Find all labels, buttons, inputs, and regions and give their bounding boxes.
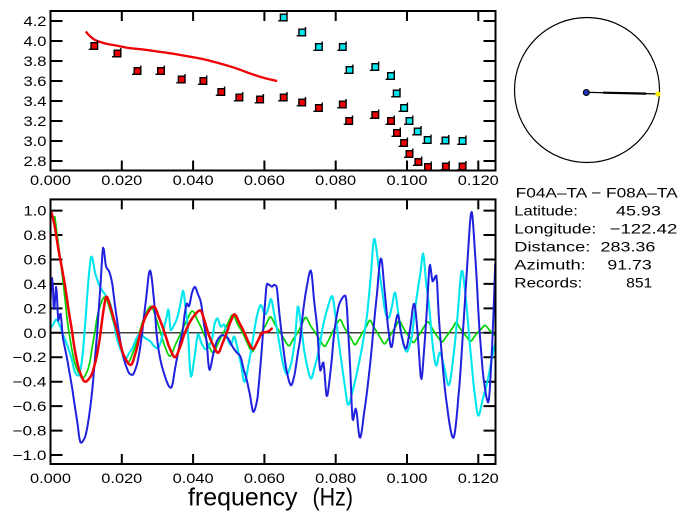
svg-text:Longitude:: Longitude:	[514, 221, 596, 237]
svg-text:0.040: 0.040	[173, 470, 214, 486]
svg-text:283.36: 283.36	[601, 239, 656, 255]
svg-text:0.120: 0.120	[458, 470, 499, 486]
svg-text:0.000: 0.000	[30, 470, 71, 486]
svg-text:2.8: 2.8	[24, 153, 47, 169]
svg-text:0.100: 0.100	[387, 470, 428, 486]
svg-text:Distance:: Distance:	[514, 239, 590, 255]
svg-text:−0.2: −0.2	[13, 349, 47, 365]
svg-text:0.000: 0.000	[30, 172, 71, 188]
svg-text:4.2: 4.2	[24, 13, 47, 29]
svg-text:0.8: 0.8	[24, 227, 47, 243]
svg-text:0.060: 0.060	[244, 172, 285, 188]
svg-text:Azimuth:: Azimuth:	[514, 257, 586, 273]
svg-text:−0.6: −0.6	[13, 398, 47, 414]
svg-text:−0.8: −0.8	[13, 423, 47, 439]
svg-text:1.0: 1.0	[24, 203, 47, 219]
svg-text:0.4: 0.4	[24, 276, 47, 292]
svg-text:0.100: 0.100	[387, 172, 428, 188]
svg-text:0.060: 0.060	[244, 470, 285, 486]
svg-text:0.020: 0.020	[101, 172, 142, 188]
svg-text:3.8: 3.8	[24, 53, 47, 69]
svg-text:−0.4: −0.4	[13, 374, 47, 390]
svg-text:3.6: 3.6	[24, 73, 47, 89]
svg-text:3.0: 3.0	[24, 133, 47, 149]
svg-text:0.080: 0.080	[315, 470, 356, 486]
svg-text:−1.0: −1.0	[13, 447, 47, 463]
svg-text:0.6: 0.6	[24, 251, 47, 267]
svg-text:frequency: frequency	[188, 484, 298, 512]
svg-text:0.080: 0.080	[315, 172, 356, 188]
svg-text:0.040: 0.040	[173, 172, 214, 188]
svg-text:0.120: 0.120	[458, 172, 499, 188]
svg-text:91.73: 91.73	[607, 257, 652, 273]
svg-text:0.2: 0.2	[24, 300, 47, 316]
svg-text:F04A–TA − F08A–TA: F04A–TA − F08A–TA	[516, 185, 679, 201]
svg-text:(Hz): (Hz)	[313, 484, 354, 512]
svg-text:4.0: 4.0	[24, 33, 47, 49]
svg-text:45.93: 45.93	[616, 203, 661, 219]
svg-text:0.0: 0.0	[24, 325, 47, 341]
svg-text:−122.42: −122.42	[610, 221, 678, 237]
svg-text:3.4: 3.4	[24, 93, 47, 109]
svg-text:851: 851	[626, 275, 652, 291]
svg-text:Records:: Records:	[514, 275, 582, 291]
svg-text:0.020: 0.020	[101, 470, 142, 486]
svg-text:3.2: 3.2	[24, 113, 47, 129]
svg-text:Latitude:: Latitude:	[514, 203, 578, 219]
